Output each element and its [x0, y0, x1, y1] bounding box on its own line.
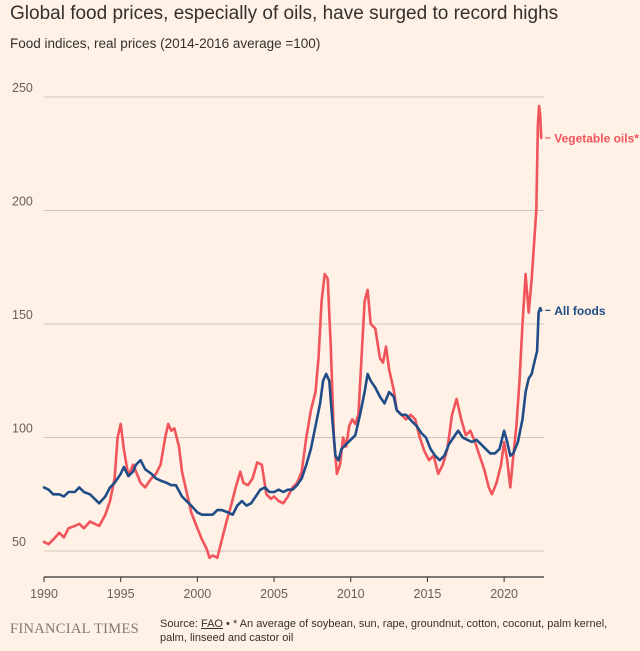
y-tick-label-100: 100 — [12, 422, 33, 436]
grid-lines — [44, 96, 544, 552]
source-note: Source: FAO • * An average of soybean, s… — [160, 617, 630, 645]
series-labels: Vegetable oils* All foods — [545, 131, 639, 318]
x-tick-label-2000: 2000 — [183, 587, 211, 601]
source-link[interactable]: FAO — [200, 618, 223, 630]
x-axis: 1990 1995 2000 2005 2010 2015 2020 — [30, 576, 544, 601]
publisher-logo: FINANCIAL TIMES — [10, 621, 139, 637]
x-tick-label-2005: 2005 — [260, 587, 288, 601]
y-tick-label-50: 50 — [12, 535, 26, 549]
chart-subtitle: Food indices, real prices (2014-2016 ave… — [10, 36, 321, 51]
y-tick-label-150: 150 — [12, 308, 33, 322]
line-chart: 50 100 150 200 250 1990 1995 2000 2005 2010 2015 2… — [12, 81, 639, 601]
x-tick-label-1990: 1990 — [30, 587, 58, 601]
x-tick-label-2015: 2015 — [414, 587, 442, 601]
y-tick-label-250: 250 — [12, 81, 33, 95]
chart-title: Global food prices, especially of oils, … — [10, 3, 559, 24]
y-tick-label-200: 200 — [12, 195, 33, 209]
source-description: • * An average of soybean, sun, rape, gr… — [160, 618, 608, 644]
source-prefix: Source: — [160, 618, 201, 630]
y-axis-ticks: 50 100 150 200 250 — [12, 81, 33, 549]
x-tick-label-2020: 2020 — [490, 587, 518, 601]
series-lines — [42, 104, 543, 560]
series-line-all-foods — [42, 306, 543, 516]
series-label-vegetable-oils: Vegetable oils* — [554, 131, 639, 145]
series-line-vegetable-oils — [42, 104, 543, 560]
series-label-all-foods: All foods — [554, 304, 606, 318]
x-tick-label-2010: 2010 — [337, 587, 365, 601]
x-tick-label-1995: 1995 — [107, 587, 135, 601]
